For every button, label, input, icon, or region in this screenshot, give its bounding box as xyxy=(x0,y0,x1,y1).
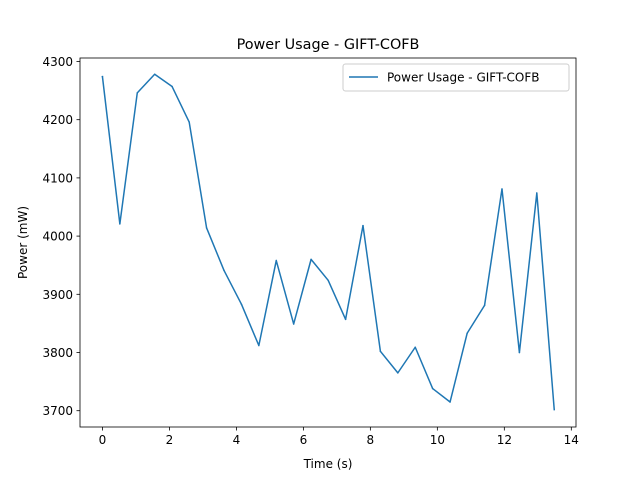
y-tick-label: 4300 xyxy=(42,55,73,69)
data-point xyxy=(466,332,468,335)
y-tick-label: 3800 xyxy=(42,346,73,360)
data-point xyxy=(414,346,416,349)
data-point xyxy=(397,372,399,374)
data-point xyxy=(171,85,173,88)
y-axis: 3700 3800 3900 4000 4100 4200 4300 xyxy=(42,55,80,418)
chart-title: Power Usage - GIFT-COFB xyxy=(237,37,420,53)
y-axis-label: Power (mW) xyxy=(16,206,30,279)
data-point xyxy=(188,121,190,123)
data-point xyxy=(101,75,104,78)
y-tick-label: 3900 xyxy=(42,288,73,302)
data-point xyxy=(483,304,486,307)
plot-area: 0 2 4 6 8 10 12 14 3700 3800 3900 4000 4100 4200 4300 xyxy=(42,55,578,447)
legend-label: Power Usage - GIFT-COFB xyxy=(387,71,540,85)
x-axis-label: Time (s) xyxy=(303,457,353,471)
x-tick-label: 12 xyxy=(497,433,512,447)
data-point xyxy=(223,269,225,272)
x-tick-label: 10 xyxy=(430,433,445,447)
data-point xyxy=(240,303,243,305)
axes-frame xyxy=(79,57,577,428)
data-point xyxy=(553,408,555,411)
x-tick-label: 8 xyxy=(367,433,375,447)
data-point xyxy=(258,344,260,347)
legend: Power Usage - GIFT-COFB xyxy=(342,63,570,92)
series-layer xyxy=(101,73,556,411)
data-point xyxy=(327,279,329,282)
data-point xyxy=(362,224,364,227)
legend-box xyxy=(342,63,570,92)
data-point xyxy=(379,350,382,353)
x-tick-label: 4 xyxy=(233,433,241,447)
x-axis: 0 2 4 6 8 10 12 14 xyxy=(99,427,579,447)
data-point xyxy=(136,92,139,94)
data-point xyxy=(536,192,538,194)
x-tick-label: 6 xyxy=(300,433,308,447)
y-tick-label: 4000 xyxy=(42,230,73,244)
data-point xyxy=(518,351,521,354)
data-point xyxy=(310,258,312,261)
data-point xyxy=(205,227,208,229)
data-point xyxy=(119,223,121,225)
x-tick-label: 2 xyxy=(166,433,174,447)
data-point xyxy=(344,318,347,321)
y-tick-label: 4200 xyxy=(42,113,73,127)
y-tick-label: 3700 xyxy=(42,404,73,418)
data-point xyxy=(501,188,503,190)
x-tick-label: 0 xyxy=(99,433,107,447)
data-point xyxy=(449,401,451,403)
data-point xyxy=(275,259,278,262)
data-point xyxy=(153,73,156,76)
x-tick-label: 14 xyxy=(564,433,579,447)
y-tick-label: 4100 xyxy=(42,171,73,185)
data-point xyxy=(292,323,295,325)
data-point xyxy=(431,387,434,390)
